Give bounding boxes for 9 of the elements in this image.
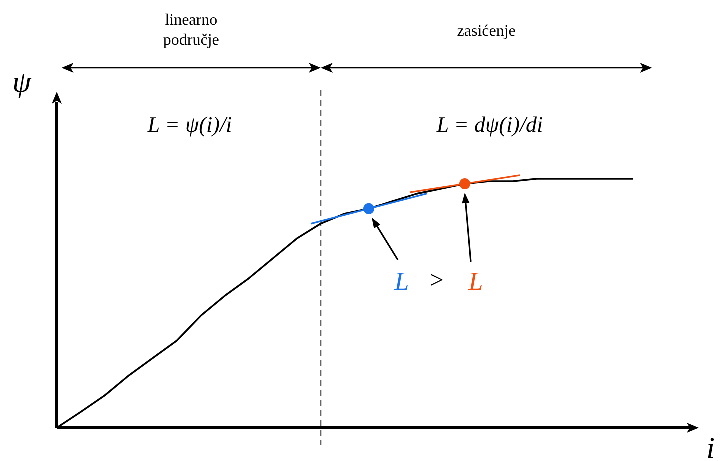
annotation: L: [468, 267, 484, 296]
x-axis-title: i: [706, 432, 715, 461]
annotation: L: [394, 267, 410, 296]
text: linearno područje: [163, 12, 220, 49]
annotation: >: [430, 268, 444, 294]
text: L = dψ(i)/di: [436, 112, 544, 137]
text: L = ψ(i)/i: [146, 112, 232, 137]
y-axis-title: ψ: [12, 66, 33, 99]
text: zasićenje: [457, 23, 516, 40]
